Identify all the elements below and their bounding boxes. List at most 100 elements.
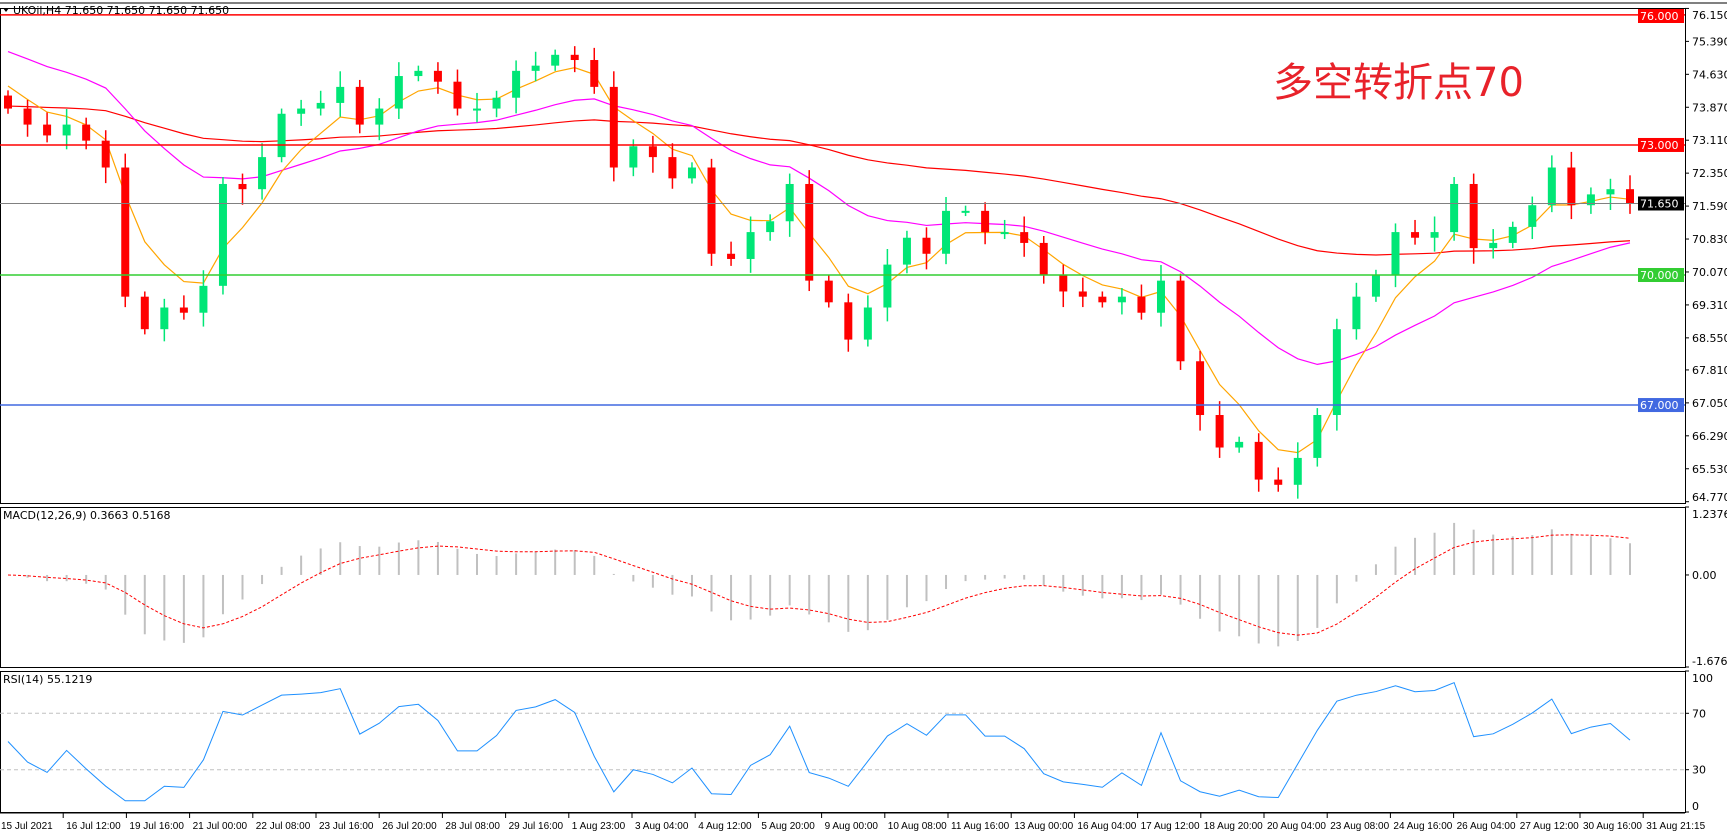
time-tick-label: 24 Aug 16:00 xyxy=(1393,821,1452,832)
level-label-bg xyxy=(1638,9,1684,23)
price-tick-label: 74.630 xyxy=(1692,68,1727,81)
time-tick-label: 3 Aug 04:00 xyxy=(635,821,689,832)
candle-body xyxy=(902,237,911,265)
level-label-bg xyxy=(1638,137,1684,152)
price-tick-label: 75.390 xyxy=(1692,35,1727,48)
candle-body xyxy=(1547,167,1556,206)
time-tick-label: 28 Jul 08:00 xyxy=(445,821,500,832)
candle-body xyxy=(62,124,71,136)
annotation-text: 多空转折点70 xyxy=(1273,60,1524,106)
candle-body xyxy=(668,157,677,179)
candle-body xyxy=(512,70,521,98)
time-tick-label: 9 Aug 00:00 xyxy=(825,821,879,832)
price-tick-label: 64.770 xyxy=(1692,491,1727,504)
time-tick-label: 27 Aug 12:00 xyxy=(1520,821,1579,832)
dropdown-triangle-icon[interactable] xyxy=(3,8,9,12)
time-tick-label: 21 Jul 00:00 xyxy=(193,821,248,832)
rsi-label: RSI(14) 55.1219 xyxy=(3,673,92,686)
candle-body xyxy=(121,167,130,297)
candle-body xyxy=(1450,183,1459,233)
macd-tick-label: 0.00 xyxy=(1692,569,1717,582)
candle-body xyxy=(1156,280,1165,313)
candle-body xyxy=(1254,441,1263,480)
time-axis xyxy=(0,813,1727,840)
rsi-tick-label: 0 xyxy=(1692,800,1699,813)
time-tick-label: 31 Aug 21:15 xyxy=(1646,821,1705,832)
candle-body xyxy=(785,183,794,222)
candle-body xyxy=(1176,280,1185,362)
price-tick-label: 70.070 xyxy=(1692,266,1727,279)
candle-body xyxy=(1332,329,1341,416)
candle-body xyxy=(1215,415,1224,448)
macd-tick-label: 1.2376 xyxy=(1692,508,1727,521)
candle-body xyxy=(1626,189,1634,204)
rsi-tick-label: 70 xyxy=(1692,707,1706,720)
candle-body xyxy=(1274,479,1283,485)
time-tick-label: 22 Jul 08:00 xyxy=(256,821,311,832)
candle-body xyxy=(453,81,462,109)
time-tick-label: 30 Aug 16:00 xyxy=(1583,821,1642,832)
candle-body xyxy=(531,65,540,71)
level-label-bg xyxy=(1638,398,1684,413)
candle-body xyxy=(863,307,872,340)
candle-body xyxy=(1489,242,1498,249)
price-tick-label: 76.150 xyxy=(1692,9,1727,22)
candle-body xyxy=(1371,275,1380,297)
candle-body xyxy=(258,157,267,190)
price-tick-label: 73.870 xyxy=(1692,101,1727,114)
candle-body xyxy=(23,108,32,125)
candle-body xyxy=(1235,441,1244,448)
time-tick-label: 26 Jul 20:00 xyxy=(382,821,437,832)
candle-body xyxy=(297,108,306,114)
candle-body xyxy=(1430,232,1439,238)
time-tick-label: 29 Jul 16:00 xyxy=(509,821,564,832)
ma-slow-line xyxy=(7,105,1631,256)
candle-body xyxy=(179,307,188,313)
price-tick-label: 67.810 xyxy=(1692,364,1727,377)
time-tick-label: 15 Jul 2021 xyxy=(1,821,53,832)
candle-body xyxy=(277,113,286,158)
candle-body xyxy=(707,167,716,254)
rsi-line xyxy=(7,681,1631,802)
time-tick-label: 16 Jul 12:00 xyxy=(66,821,121,832)
candle-body xyxy=(1078,291,1087,297)
candle-body xyxy=(1020,232,1029,243)
candle-body xyxy=(981,210,990,233)
time-tick-label: 23 Jul 16:00 xyxy=(319,821,374,832)
candle-body xyxy=(414,70,423,77)
candle-body xyxy=(43,124,52,136)
time-tick-label: 13 Aug 00:00 xyxy=(1014,821,1073,832)
rsi-tick-label: 100 xyxy=(1692,672,1713,685)
macd-panel xyxy=(0,507,1686,668)
macd-tick-label: -1.6762 xyxy=(1692,655,1727,668)
time-tick-label: 20 Aug 04:00 xyxy=(1267,821,1326,832)
candle-body xyxy=(883,264,892,308)
candle-body xyxy=(1039,242,1048,276)
candle-body xyxy=(355,86,364,125)
candle-body xyxy=(4,95,12,109)
candle-body xyxy=(805,183,814,281)
candle-body xyxy=(922,237,931,254)
candle-body xyxy=(316,102,325,109)
candle-body xyxy=(844,302,853,340)
rsi-tick-label: 30 xyxy=(1692,764,1706,777)
ma-mid-line xyxy=(7,51,1631,366)
candle-body xyxy=(1098,296,1107,303)
candle-body xyxy=(218,183,227,286)
candle-body xyxy=(1000,232,1009,235)
price-tick-label: 69.310 xyxy=(1692,299,1727,312)
candle-body xyxy=(1528,205,1537,227)
candle-body xyxy=(1469,183,1478,249)
level-label: 71.650 xyxy=(1640,197,1679,210)
time-tick-label: 17 Aug 12:00 xyxy=(1141,821,1200,832)
main-panel xyxy=(0,8,1686,504)
candle-body xyxy=(824,280,833,303)
time-tick-label: 16 Aug 04:00 xyxy=(1077,821,1136,832)
time-tick-label: 1 Aug 23:00 xyxy=(572,821,626,832)
candle-body xyxy=(961,210,970,213)
candle-body xyxy=(1391,232,1400,276)
price-tick-label: 67.050 xyxy=(1692,397,1727,410)
time-tick-label: 5 Aug 20:00 xyxy=(761,821,815,832)
time-tick-label: 4 Aug 12:00 xyxy=(698,821,752,832)
